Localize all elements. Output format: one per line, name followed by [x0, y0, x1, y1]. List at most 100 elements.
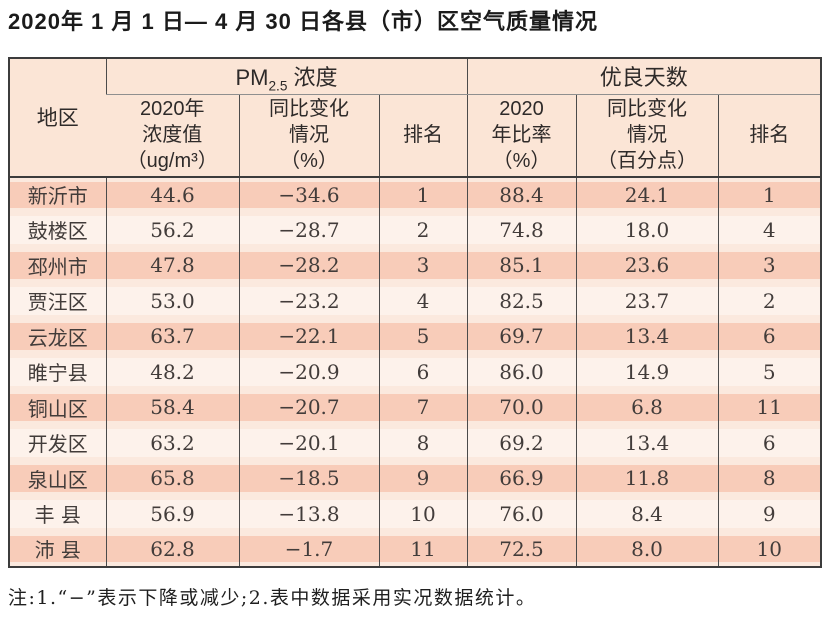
table-header: 地区 PM2.5 浓度 优良天数 2020年 浓度值 （ug/m³） 同比变化 … — [9, 57, 822, 178]
cell-pm-rank: 6 — [378, 354, 467, 390]
cell-pm-change: −23.2 — [238, 283, 379, 319]
cell-good-change: 13.4 — [575, 425, 718, 461]
header-pm-change: 同比变化 情况 （%） — [238, 94, 379, 178]
cell-good-rate: 82.5 — [466, 283, 576, 319]
cell-good-change: 18.0 — [575, 212, 718, 248]
table-body: 新沂市 44.6 −34.6 1 88.4 24.1 1 鼓楼区 56.2 −28.7 2 74.8 1… — [9, 176, 822, 568]
cell-pm-value: 58.4 — [105, 389, 239, 426]
air-quality-table: 地区 PM2.5 浓度 优良天数 2020年 浓度值 （ug/m³） 同比变化 … — [8, 56, 823, 569]
cell-good-rate: 76.0 — [466, 496, 576, 532]
header-good-rate: 2020 年比率 （%） — [466, 94, 576, 178]
header-sub-row: 2020年 浓度值 （ug/m³） 同比变化 情况 （%） 排名 2020 年比… — [9, 94, 822, 178]
cell-pm-change: −18.5 — [238, 460, 379, 497]
cell-good-rate: 70.0 — [466, 389, 576, 426]
cell-good-rank: 2 — [717, 283, 822, 319]
header-region: 地区 — [9, 57, 106, 178]
cell-pm-rank: 7 — [378, 389, 467, 426]
pm25-label: PM2.5 浓度 — [235, 64, 338, 94]
cell-region: 新沂市 — [9, 176, 106, 213]
header-group-row: 地区 PM2.5 浓度 优良天数 — [9, 57, 822, 178]
table-row: 鼓楼区 56.2 −28.7 2 74.8 18.0 4 — [9, 212, 822, 248]
table-row: 睢宁县 48.2 −20.9 6 86.0 14.9 5 — [9, 354, 822, 390]
cell-pm-value: 53.0 — [105, 283, 239, 319]
cell-good-rate: 69.7 — [466, 318, 576, 355]
table-row: 邳州市 47.8 −28.2 3 85.1 23.6 3 — [9, 247, 822, 284]
table-row: 铜山区 58.4 −20.7 7 70.0 6.8 11 — [9, 389, 822, 426]
cell-good-change: 23.7 — [575, 283, 718, 319]
footnote: 注:1.“−”表示下降或减少;2.表中数据采用实况数据统计。 — [8, 587, 537, 610]
cell-good-change: 8.0 — [575, 531, 718, 568]
cell-pm-value: 56.9 — [105, 496, 239, 532]
pm25-subscript: 2.5 — [268, 78, 288, 94]
cell-good-rate: 86.0 — [466, 354, 576, 390]
cell-good-rate: 74.8 — [466, 212, 576, 248]
cell-pm-change: −28.2 — [238, 247, 379, 284]
cell-pm-change: −1.7 — [238, 531, 379, 568]
table-row: 新沂市 44.6 −34.6 1 88.4 24.1 1 — [9, 176, 822, 213]
cell-good-rate: 85.1 — [466, 247, 576, 284]
table-row: 贾汪区 53.0 −23.2 4 82.5 23.7 2 — [9, 283, 822, 319]
cell-good-rank: 6 — [717, 425, 822, 461]
cell-region: 开发区 — [9, 425, 106, 461]
cell-good-rank: 6 — [717, 318, 822, 355]
cell-good-rank: 11 — [717, 389, 822, 426]
cell-pm-value: 63.7 — [105, 318, 239, 355]
cell-pm-rank: 9 — [378, 460, 467, 497]
cell-good-change: 23.6 — [575, 247, 718, 284]
cell-pm-rank: 8 — [378, 425, 467, 461]
cell-pm-value: 56.2 — [105, 212, 239, 248]
cell-pm-rank: 1 — [378, 176, 467, 213]
header-pm-value: 2020年 浓度值 （ug/m³） — [106, 94, 239, 178]
cell-region: 沛 县 — [9, 531, 106, 568]
cell-pm-change: −13.8 — [238, 496, 379, 532]
cell-good-rank: 4 — [717, 212, 822, 248]
cell-good-rank: 1 — [717, 176, 822, 213]
cell-pm-change: −20.9 — [238, 354, 379, 390]
header-good-change: 同比变化 情况 （百分点） — [575, 94, 718, 178]
cell-region: 鼓楼区 — [9, 212, 106, 248]
table-row: 泉山区 65.8 −18.5 9 66.9 11.8 8 — [9, 460, 822, 497]
cell-pm-rank: 4 — [378, 283, 467, 319]
header-group-good-days: 优良天数 — [466, 57, 822, 96]
cell-pm-rank: 11 — [378, 531, 467, 568]
cell-good-change: 11.8 — [575, 460, 718, 497]
cell-good-rate: 69.2 — [466, 425, 576, 461]
cell-good-rank: 5 — [717, 354, 822, 390]
cell-good-change: 8.4 — [575, 496, 718, 532]
cell-region: 睢宁县 — [9, 354, 106, 390]
cell-pm-rank: 5 — [378, 318, 467, 355]
cell-good-change: 14.9 — [575, 354, 718, 390]
cell-good-change: 24.1 — [575, 176, 718, 213]
cell-pm-value: 65.8 — [105, 460, 239, 497]
header-good-rank: 排名 — [717, 94, 822, 178]
cell-good-rate: 88.4 — [466, 176, 576, 213]
cell-pm-value: 47.8 — [105, 247, 239, 284]
cell-pm-change: −28.7 — [238, 212, 379, 248]
cell-good-change: 6.8 — [575, 389, 718, 426]
cell-good-change: 13.4 — [575, 318, 718, 355]
table-row: 沛 县 62.8 −1.7 11 72.5 8.0 10 — [9, 531, 822, 568]
page-title: 2020年 1 月 1 日— 4 月 30 日各县（市）区空气质量情况 — [8, 9, 599, 34]
table-row: 丰 县 56.9 −13.8 10 76.0 8.4 9 — [9, 496, 822, 532]
cell-pm-change: −20.1 — [238, 425, 379, 461]
cell-region: 邳州市 — [9, 247, 106, 284]
cell-pm-change: −22.1 — [238, 318, 379, 355]
cell-good-rank: 10 — [717, 531, 822, 568]
cell-pm-rank: 3 — [378, 247, 467, 284]
cell-good-rate: 66.9 — [466, 460, 576, 497]
table-row: 云龙区 63.7 −22.1 5 69.7 13.4 6 — [9, 318, 822, 355]
cell-pm-change: −20.7 — [238, 389, 379, 426]
cell-pm-rank: 10 — [378, 496, 467, 532]
cell-pm-change: −34.6 — [238, 176, 379, 213]
cell-pm-value: 44.6 — [105, 176, 239, 213]
table-row: 开发区 63.2 −20.1 8 69.2 13.4 6 — [9, 425, 822, 461]
cell-region: 丰 县 — [9, 496, 106, 532]
cell-region: 泉山区 — [9, 460, 106, 497]
cell-region: 贾汪区 — [9, 283, 106, 319]
header-group-pm25: PM2.5 浓度 — [105, 57, 467, 96]
cell-good-rank: 3 — [717, 247, 822, 284]
cell-good-rank: 8 — [717, 460, 822, 497]
cell-region: 铜山区 — [9, 389, 106, 426]
cell-pm-value: 48.2 — [105, 354, 239, 390]
